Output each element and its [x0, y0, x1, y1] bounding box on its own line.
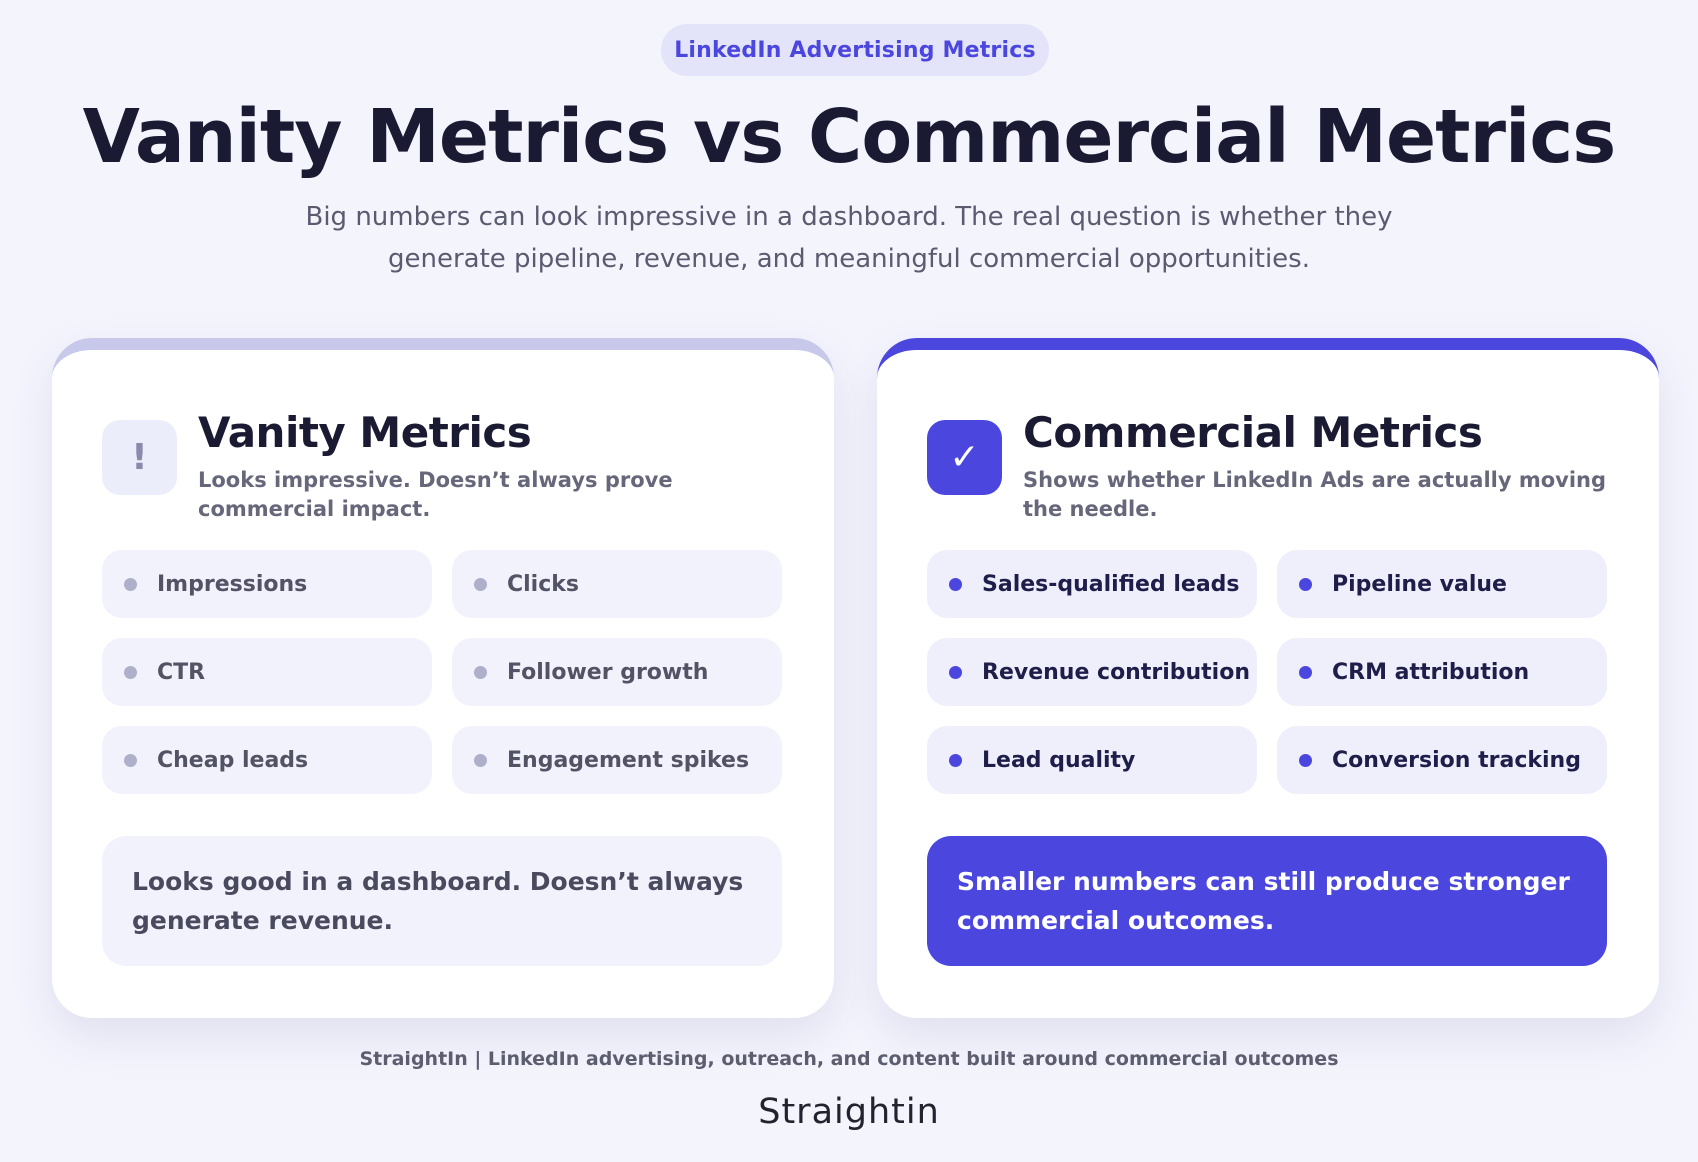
- bullet-dot-icon: [949, 753, 962, 767]
- metric-label: Lead quality: [982, 747, 1136, 773]
- vanity-metrics-card: ! Vanity Metrics Looks impressive. Doesn…: [52, 338, 834, 1018]
- summary-note: Looks good in a dashboard. Doesn’t alway…: [102, 836, 782, 966]
- metric-label: Follower growth: [507, 659, 709, 685]
- card-description: Shows whether LinkedIn Ads are actually …: [1023, 468, 1607, 521]
- metric-label: Cheap leads: [157, 747, 309, 773]
- metric-chip: Follower growth: [452, 638, 782, 706]
- metric-label: Sales-qualified leads: [982, 571, 1240, 597]
- category-pill: LinkedIn Advertising Metrics: [661, 24, 1049, 76]
- bullet-dot-icon: [1299, 577, 1312, 591]
- metric-chip: Lead quality: [927, 726, 1257, 794]
- bullet-dot-icon: [474, 577, 487, 591]
- metric-chip: Clicks: [452, 550, 782, 618]
- commercial-metrics-card: ✓ Commercial Metrics Shows whether Linke…: [877, 338, 1659, 1018]
- card-title: Vanity Metrics: [198, 408, 532, 457]
- metric-chip: Sales-qualified leads: [927, 550, 1257, 618]
- card-title: Commercial Metrics: [1023, 408, 1483, 457]
- metric-chip: CRM attribution: [1277, 638, 1607, 706]
- metric-label: Conversion tracking: [1332, 747, 1581, 773]
- metric-chip: Pipeline value: [1277, 550, 1607, 618]
- metric-label: Engagement spikes: [507, 747, 750, 773]
- metric-chip: Impressions: [102, 550, 432, 618]
- brand-logo: Straightin: [758, 1092, 940, 1132]
- bullet-dot-icon: [474, 665, 487, 679]
- metric-chip: Revenue contribution: [927, 638, 1257, 706]
- metric-chip: Conversion tracking: [1277, 726, 1607, 794]
- metric-chip: Engagement spikes: [452, 726, 782, 794]
- bullet-dot-icon: [949, 665, 962, 679]
- bullet-dot-icon: [1299, 665, 1312, 679]
- metric-chip: CTR: [102, 638, 432, 706]
- page-subtitle: Big numbers can look impressive in a das…: [305, 202, 1393, 274]
- metric-label: CTR: [157, 659, 206, 685]
- exclamation-icon: !: [102, 420, 177, 495]
- page-title: Vanity Metrics vs Commercial Metrics: [82, 94, 1617, 180]
- metric-label: Clicks: [507, 571, 579, 597]
- bullet-dot-icon: [474, 753, 487, 767]
- bullet-dot-icon: [124, 665, 137, 679]
- metric-label: Pipeline value: [1332, 571, 1507, 597]
- metric-chip: Cheap leads: [102, 726, 432, 794]
- summary-note: Smaller numbers can still produce strong…: [927, 836, 1607, 966]
- footer-tagline: StraightIn | LinkedIn advertising, outre…: [359, 1048, 1339, 1070]
- metric-label: Revenue contribution: [982, 659, 1250, 685]
- card-description: Looks impressive. Doesn’t always prove c…: [198, 468, 673, 521]
- bullet-dot-icon: [1299, 753, 1312, 767]
- metric-label: CRM attribution: [1332, 659, 1530, 685]
- metric-label: Impressions: [157, 571, 308, 597]
- checkmark-icon: ✓: [927, 420, 1002, 495]
- bullet-dot-icon: [949, 577, 962, 591]
- bullet-dot-icon: [124, 753, 137, 767]
- bullet-dot-icon: [124, 577, 137, 591]
